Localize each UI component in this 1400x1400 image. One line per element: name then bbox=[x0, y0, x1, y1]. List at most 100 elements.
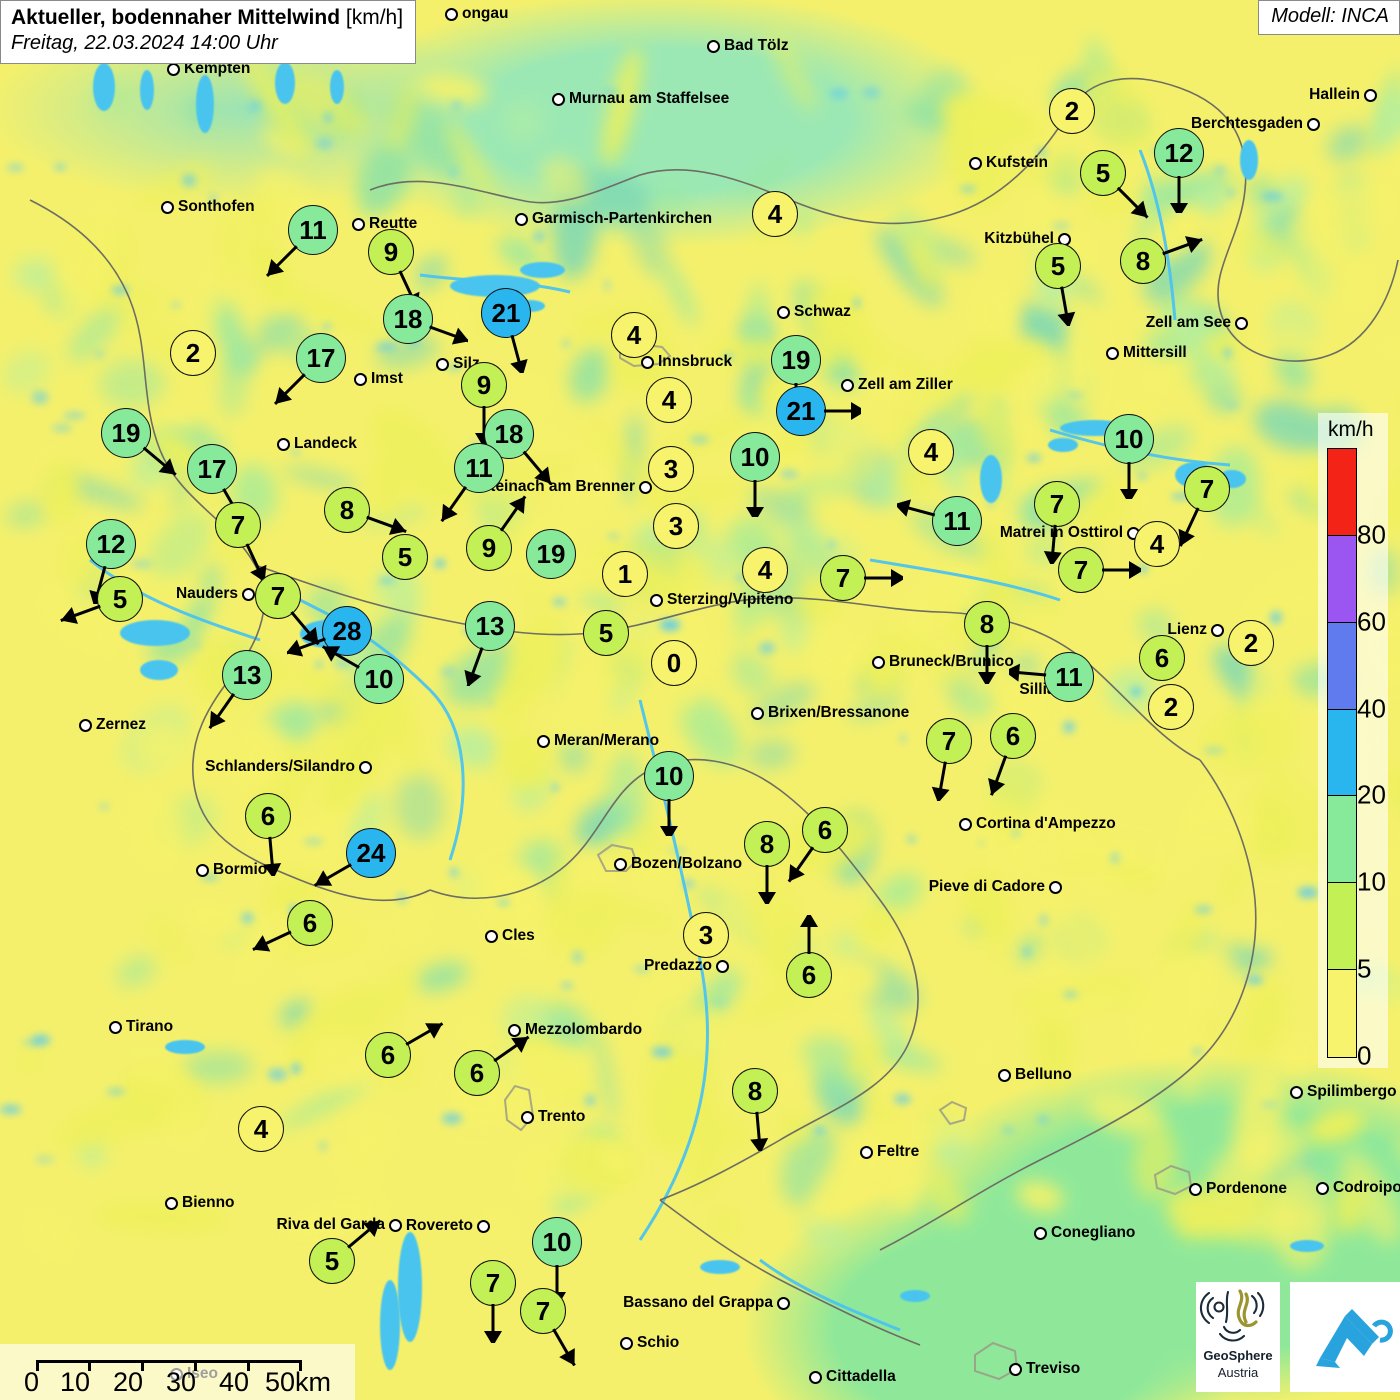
wind-station-marker[interactable]: 6 bbox=[802, 807, 848, 853]
city-label: Schio bbox=[620, 1334, 679, 1352]
map-title-unit: [km/h] bbox=[346, 6, 403, 29]
wind-speed-value: 6 bbox=[1139, 635, 1185, 681]
wind-station-marker[interactable]: 2 bbox=[1228, 620, 1274, 666]
city-label: Treviso bbox=[1009, 1360, 1080, 1378]
wind-station-marker[interactable]: 8 bbox=[732, 1068, 778, 1114]
wind-station-marker[interactable]: 7 bbox=[1058, 547, 1104, 593]
wind-station-marker[interactable]: 11 bbox=[454, 443, 504, 493]
wind-station-marker[interactable]: 0 bbox=[651, 640, 697, 686]
colorbar-segment bbox=[1328, 970, 1356, 1057]
wind-station-marker[interactable]: 10 bbox=[730, 432, 780, 482]
wind-station-marker[interactable]: 6 bbox=[287, 900, 333, 946]
wind-station-marker[interactable]: 5 bbox=[583, 610, 629, 656]
wind-station-marker[interactable]: 9 bbox=[466, 525, 512, 571]
wind-station-marker[interactable]: 7 bbox=[820, 555, 866, 601]
city-marker-dot bbox=[777, 1297, 790, 1310]
geosphere-mark-icon bbox=[1196, 1282, 1280, 1344]
wind-station-marker[interactable]: 5 bbox=[1035, 243, 1081, 289]
wind-station-marker[interactable]: 17 bbox=[296, 333, 346, 383]
colorbar-tick-label: 60 bbox=[1357, 606, 1386, 637]
wind-direction-arrow-icon bbox=[319, 619, 439, 739]
wind-station-marker[interactable]: 7 bbox=[520, 1288, 566, 1334]
scalebar-tick-label: 40 bbox=[219, 1367, 249, 1398]
wind-direction-arrow-icon bbox=[430, 566, 550, 686]
wind-station-marker[interactable]: 6 bbox=[1139, 635, 1185, 681]
wind-speed-value: 2 bbox=[1148, 684, 1194, 730]
wind-station-marker[interactable]: 4 bbox=[238, 1106, 284, 1152]
city-label-text: Kufstein bbox=[986, 154, 1048, 172]
geosphere-logo-line2: Austria bbox=[1196, 1365, 1280, 1380]
wind-station-marker[interactable]: 4 bbox=[611, 312, 657, 358]
city-label: Coneglianο bbox=[1034, 1224, 1135, 1242]
wind-speed-value: 4 bbox=[742, 547, 788, 593]
wind-station-marker[interactable]: 6 bbox=[245, 793, 291, 839]
city-marker-dot bbox=[445, 8, 458, 21]
colorbar-segment bbox=[1328, 796, 1356, 883]
wind-station-marker[interactable]: 4 bbox=[742, 547, 788, 593]
colorbar-segment bbox=[1328, 710, 1356, 797]
city-marker-dot bbox=[998, 1069, 1011, 1082]
wind-station-marker[interactable]: 6 bbox=[454, 1050, 500, 1096]
scalebar-tick-label: 0 bbox=[24, 1367, 39, 1398]
city-label: Bienno bbox=[165, 1194, 235, 1212]
city-marker-dot bbox=[552, 93, 565, 106]
wind-station-marker[interactable]: 6 bbox=[365, 1032, 411, 1078]
city-label: Pieve di Cadore bbox=[929, 878, 1062, 896]
city-label: Bad Tölz bbox=[707, 37, 789, 55]
wind-station-marker[interactable]: 3 bbox=[653, 503, 699, 549]
colorbar-tick-label: 0 bbox=[1357, 1041, 1371, 1072]
wind-station-marker[interactable]: 13 bbox=[222, 650, 272, 700]
wind-station-marker[interactable]: 13 bbox=[465, 601, 515, 651]
lake bbox=[165, 1040, 205, 1054]
city-label-text: Garmisch-Partenkirchen bbox=[532, 210, 712, 228]
city-label: Zernez bbox=[79, 716, 146, 734]
wind-station-marker[interactable]: 3 bbox=[648, 446, 694, 492]
city-label-text: Sterzing/Vipiteno bbox=[667, 591, 793, 609]
colorbar-tick-label: 20 bbox=[1357, 780, 1386, 811]
wind-station-marker[interactable]: 8 bbox=[1120, 238, 1166, 284]
wind-station-marker[interactable]: 6 bbox=[786, 952, 832, 998]
lake bbox=[700, 1260, 740, 1274]
wind-station-marker[interactable]: 4 bbox=[646, 377, 692, 423]
city-label-text: Cles bbox=[502, 927, 535, 945]
city-label: Murnau am Staffelsee bbox=[552, 90, 729, 108]
wind-station-marker[interactable]: 5 bbox=[309, 1238, 355, 1284]
map-title: Aktueller, bodennaher Mittelwind [km/h] bbox=[11, 5, 403, 31]
wind-direction-arrow-icon bbox=[261, 298, 381, 418]
wind-station-marker[interactable]: 2 bbox=[170, 330, 216, 376]
wind-station-marker[interactable]: 6 bbox=[990, 713, 1036, 759]
city-marker-dot bbox=[1009, 1363, 1022, 1376]
wind-station-marker[interactable]: 1 bbox=[602, 551, 648, 597]
wind-station-marker[interactable]: 11 bbox=[932, 496, 982, 546]
wind-station-marker[interactable]: 19 bbox=[101, 408, 151, 458]
wind-station-marker[interactable]: 5 bbox=[1080, 150, 1126, 196]
city-label: Cles bbox=[485, 927, 535, 945]
title-box: Aktueller, bodennaher Mittelwind [km/h] … bbox=[0, 0, 416, 64]
map-subtitle: Freitag, 22.03.2024 14:00 Uhr bbox=[11, 31, 403, 56]
wind-station-marker[interactable]: 3 bbox=[683, 912, 729, 958]
wind-station-marker[interactable]: 8 bbox=[324, 487, 370, 533]
wind-station-marker[interactable]: 4 bbox=[752, 191, 798, 237]
wind-station-marker[interactable]: 5 bbox=[97, 576, 143, 622]
city-marker-dot bbox=[359, 761, 372, 774]
wind-direction-arrow-icon bbox=[1083, 201, 1203, 321]
wind-station-marker[interactable]: 10 bbox=[354, 654, 404, 704]
city-marker-dot bbox=[109, 1021, 122, 1034]
wind-station-marker[interactable]: 2 bbox=[1148, 684, 1194, 730]
city-marker-dot bbox=[860, 1146, 873, 1159]
city-marker-dot bbox=[277, 438, 290, 451]
wind-station-marker[interactable]: 7 bbox=[1184, 466, 1230, 512]
city-label-text: Bad Tölz bbox=[724, 37, 789, 55]
city-label: ongau bbox=[445, 5, 509, 23]
city-label: Brixen/Bressanone bbox=[751, 704, 909, 722]
wind-station-marker[interactable]: 10 bbox=[644, 751, 694, 801]
colorbar-tick-label: 10 bbox=[1357, 867, 1386, 898]
city-label: Kufstein bbox=[969, 154, 1048, 172]
city-label-text: Innsbruck bbox=[658, 353, 732, 371]
wind-station-marker[interactable]: 8 bbox=[964, 601, 1010, 647]
city-label: Predazzo bbox=[644, 957, 729, 975]
city-label: Bassano del Grappa bbox=[623, 1294, 790, 1312]
wind-speed-value: 3 bbox=[653, 503, 699, 549]
lake bbox=[196, 75, 214, 133]
city-label-text: Mezzolombardo bbox=[525, 1021, 642, 1039]
